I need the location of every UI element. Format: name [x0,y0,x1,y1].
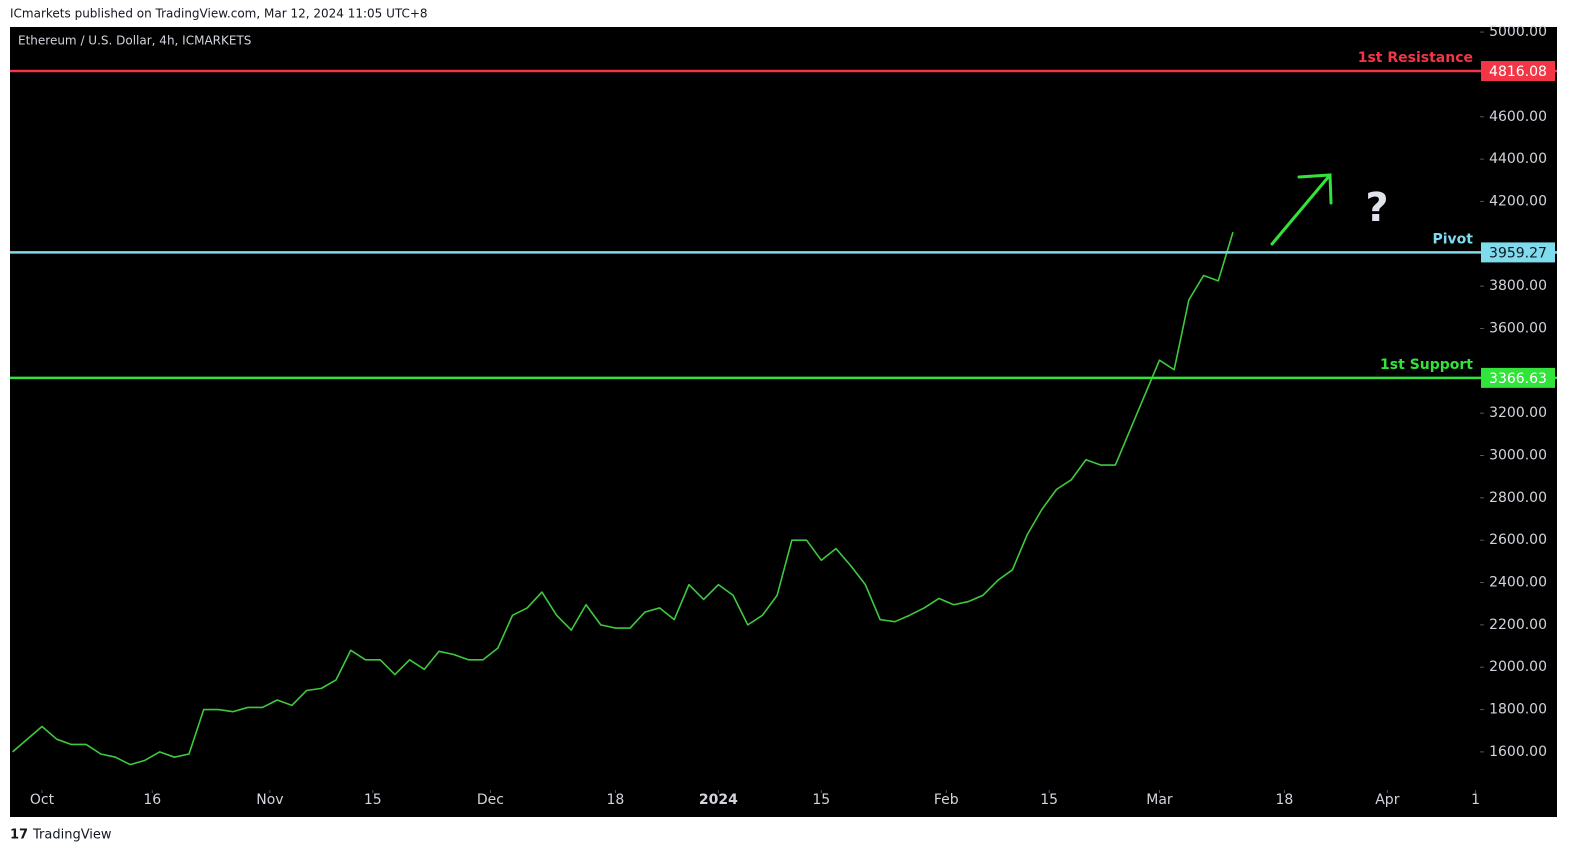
y-tick-label: 4400.00 [1489,151,1547,167]
x-tick-label: Feb [934,792,959,808]
level-price-box [1481,367,1555,388]
x-tick-label: 1 [1471,792,1480,808]
y-tick-label: 1800.00 [1489,702,1547,718]
y-tick-label: 5000.00 [1489,24,1547,40]
x-tick-label: 15 [364,792,382,808]
x-tick-label: 2024 [699,792,738,808]
y-tick-label: 2800.00 [1489,490,1547,506]
x-tick-label: 16 [143,792,161,808]
y-tick-label: 3000.00 [1489,447,1547,463]
x-tick-label: 18 [607,792,625,808]
symbol-title: Ethereum / U.S. Dollar, 4h, ICMARKETS [18,34,251,48]
x-tick-label: Oct [30,792,55,808]
logo-mark: 17 [10,828,28,843]
x-tick-label: Dec [477,792,504,808]
level-name: Pivot [1433,231,1474,247]
annotation: ? [1365,185,1388,231]
level-price: 3366.63 [1489,371,1547,387]
x-tick-label: Apr [1375,792,1399,808]
x-tick-label: 15 [812,792,830,808]
price-line [12,231,1234,766]
y-tick-label: 2200.00 [1489,617,1547,633]
y-tick-label: 4200.00 [1489,193,1547,209]
x-tick-label: Nov [256,792,283,808]
level-price: 3959.27 [1489,245,1547,261]
arrow [1270,173,1333,246]
y-tick-label: 2000.00 [1489,659,1547,675]
y-tick-label: 3800.00 [1489,278,1547,294]
y-tick-label: 3200.00 [1489,405,1547,421]
footer-brand: TradingView [32,828,112,843]
x-tick-label: 15 [1040,792,1058,808]
x-tick-label: 18 [1276,792,1294,808]
y-tick-label: 2400.00 [1489,575,1547,591]
level-price-box [1481,61,1555,82]
y-tick-label: 4600.00 [1489,109,1547,125]
chart-background [10,27,1557,817]
level-price-box [1481,242,1555,263]
x-tick-label: Mar [1146,792,1173,808]
y-tick-label: 3600.00 [1489,320,1547,336]
publish-header: ICmarkets published on TradingView.com, … [10,7,428,21]
level-name: 1st Resistance [1358,50,1473,66]
level-price: 4816.08 [1489,64,1547,80]
level-name: 1st Support [1380,357,1473,373]
y-tick-label: 2600.00 [1489,532,1547,548]
y-tick-label: 1600.00 [1489,744,1547,760]
